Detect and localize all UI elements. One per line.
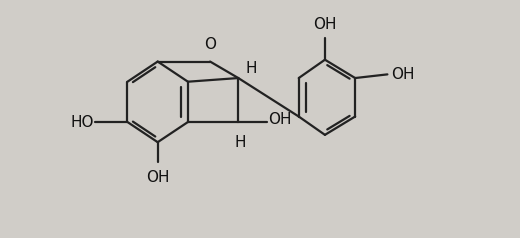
Text: OH: OH (146, 170, 170, 185)
Text: OH: OH (313, 17, 336, 32)
Text: H: H (235, 135, 246, 150)
Text: OH: OH (392, 67, 415, 82)
Text: O: O (204, 37, 216, 52)
Text: HO: HO (71, 114, 94, 129)
Text: OH: OH (268, 112, 292, 127)
Text: H: H (245, 61, 257, 76)
